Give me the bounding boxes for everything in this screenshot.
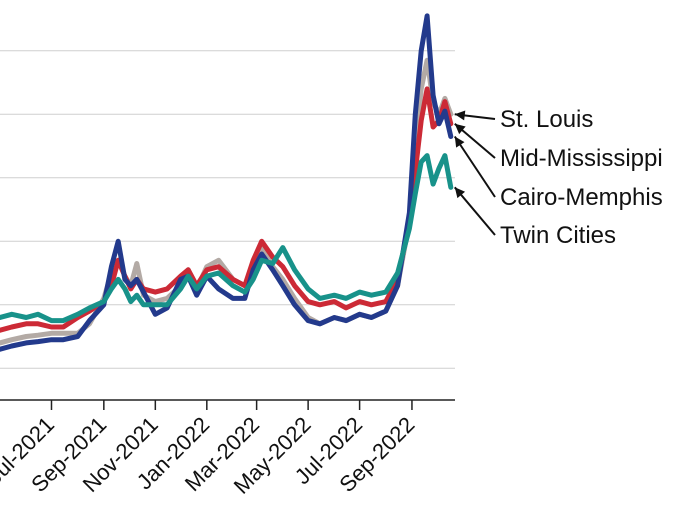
- legend-arrowhead-st-louis: [454, 110, 466, 121]
- legend-arrow-line-twin-cities: [454, 186, 496, 236]
- legend-arrowhead-cairo-memphis: [454, 136, 465, 148]
- series-lines: [0, 13, 454, 352]
- legend-arrow-line-cairo-memphis: [453, 135, 496, 198]
- legend-arrowhead-mid-mississippi: [454, 123, 466, 135]
- legend-label-twin-cities: Twin Cities: [500, 222, 616, 249]
- legend: St. Louis Mid-Mississippi Cairo-Memphis Twi…: [453, 106, 663, 249]
- legend-label-cairo-memphis: Cairo-Memphis: [500, 184, 663, 211]
- series-line-twin-cities: [0, 153, 454, 324]
- legend-label-st-louis: St. Louis: [500, 106, 593, 133]
- legend-arrowhead-twin-cities: [454, 187, 466, 199]
- gridlines: [0, 50, 455, 369]
- x-axis-ticks: Jul-2021Sep-2021Nov-2021Jan-2022Mar-2022…: [0, 400, 419, 499]
- series-line-cairo-memphis: [0, 13, 454, 352]
- legend-label-mid-mississippi: Mid-Mississippi: [500, 145, 663, 172]
